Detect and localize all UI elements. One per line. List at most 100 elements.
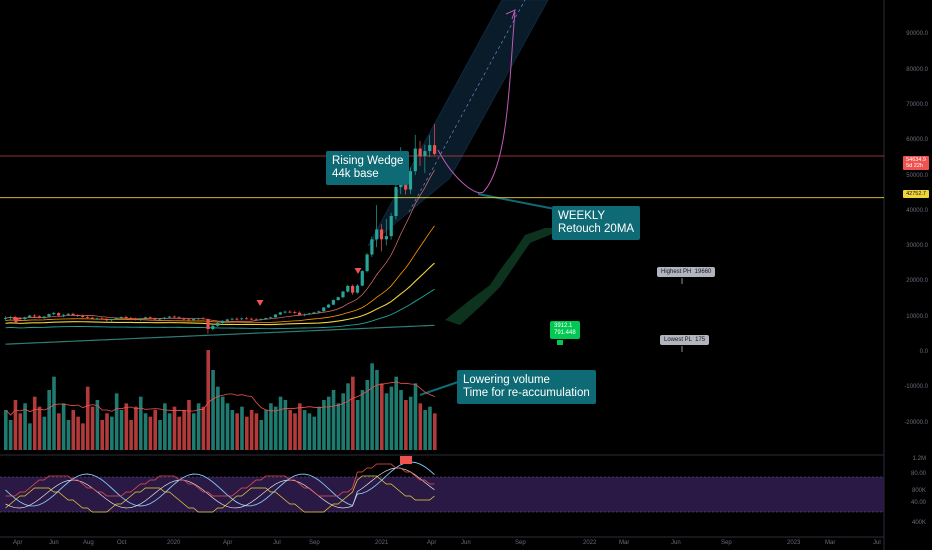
candle-body	[370, 239, 374, 255]
volume-bar	[95, 400, 100, 450]
oscillator-tick-label: 80.00	[910, 471, 926, 477]
support-tag: 42752.7	[903, 190, 929, 198]
volume-ma	[5, 381, 435, 416]
oscillator-tick-label: 400K	[911, 520, 926, 526]
candle-body	[124, 316, 128, 319]
candle-body	[312, 312, 316, 314]
label-mark-a: 3912.1 791.448	[550, 321, 580, 339]
candle-body	[57, 313, 61, 316]
price-lines	[0, 155, 884, 199]
ma-100	[5, 262, 435, 326]
candle-body	[360, 271, 364, 286]
candle-body	[167, 316, 172, 318]
volume-bar	[312, 416, 317, 450]
volume-bar	[177, 416, 182, 450]
volume-bar	[273, 406, 278, 450]
volume-bar	[413, 383, 418, 450]
time-tick-label: Mar	[619, 540, 630, 546]
volume-bar	[172, 406, 177, 450]
signal-markers	[12, 268, 683, 352]
volume-bar	[235, 413, 239, 450]
volume-bar	[259, 420, 264, 450]
time-tick-label: Sep	[309, 540, 320, 546]
volume-bar	[85, 386, 90, 450]
candle-body	[336, 297, 340, 301]
oscillator-panel	[0, 456, 884, 513]
candle-body	[52, 313, 56, 315]
annotation-weekly[interactable]: WEEKLY Retouch 20MA	[552, 206, 641, 240]
volume-bar	[365, 380, 370, 450]
cloud-band	[445, 228, 552, 325]
volume-bar	[138, 396, 143, 450]
candle-body	[269, 317, 273, 319]
candle-body	[259, 319, 263, 320]
candle-body	[158, 318, 162, 320]
volume-bar	[61, 403, 66, 450]
ma-long	[5, 324, 435, 345]
volume-bar	[331, 390, 336, 450]
price-tick-label: 100000.0	[903, 0, 928, 2]
candle-body	[423, 151, 427, 157]
candle-body	[331, 300, 335, 305]
label-highest: Highest PH 19660	[657, 267, 716, 277]
projection-cloud	[445, 228, 552, 325]
osc-yellow	[5, 475, 435, 513]
volume-bar	[293, 413, 297, 450]
oscillator-tick-label: 40.00	[910, 500, 926, 506]
candle-body	[23, 317, 27, 320]
volume-bar	[211, 370, 215, 450]
volume-bar	[317, 406, 321, 450]
annotation-volume[interactable]: Lowering volume Time for re-accumulation	[457, 370, 596, 404]
candle-body	[61, 314, 66, 316]
moving-averages	[5, 169, 435, 345]
candle-body	[100, 318, 104, 320]
time-tick-label: Jun	[461, 540, 471, 546]
candle-body	[293, 312, 297, 313]
volume-bar	[428, 406, 432, 450]
candle-body	[225, 319, 229, 321]
volume-bar	[71, 410, 76, 450]
price-tick-label: 20000.0	[906, 278, 928, 285]
volume-bar	[18, 413, 23, 450]
candle-body	[4, 318, 8, 319]
candle-body	[264, 318, 268, 320]
volume-bar	[119, 410, 124, 450]
osc-red	[5, 463, 435, 497]
volume-bar	[298, 403, 302, 450]
candle-body	[418, 148, 422, 157]
volume-bar	[245, 416, 249, 450]
candle-body	[283, 311, 287, 313]
candle-body	[148, 317, 152, 319]
volume-bar	[47, 390, 51, 450]
ma-50	[5, 225, 435, 323]
annotation-rising-wedge[interactable]: Rising Wedge 44k base	[326, 151, 410, 185]
candle-body	[245, 318, 249, 320]
candle-body	[110, 319, 114, 321]
volume-bar	[283, 400, 288, 450]
volume-bar	[220, 396, 225, 450]
time-tick-label: Apr	[13, 540, 23, 546]
volume-bar	[341, 393, 345, 450]
volume-bar	[230, 410, 235, 450]
volume-bar	[182, 410, 186, 450]
candle-body	[47, 314, 51, 317]
volume-bar	[254, 413, 259, 450]
volume-bar	[404, 400, 408, 450]
volume-bar	[81, 423, 85, 450]
time-tick-label: Oct	[117, 540, 127, 546]
candle-body	[288, 311, 292, 313]
volume-bar	[158, 420, 162, 450]
candle-body	[365, 254, 369, 272]
price-now-tag: 54634.9 5d 22h	[903, 156, 929, 170]
time-tick-label: Apr	[427, 540, 437, 546]
candle-body	[66, 313, 70, 315]
volume-bar	[346, 383, 350, 450]
candle-body	[105, 319, 109, 321]
candle-body	[76, 315, 80, 317]
volume-bar	[288, 410, 292, 450]
candle-body	[379, 229, 384, 240]
ma-200	[5, 288, 435, 330]
candle-body	[230, 318, 234, 320]
candle-body	[355, 285, 360, 293]
